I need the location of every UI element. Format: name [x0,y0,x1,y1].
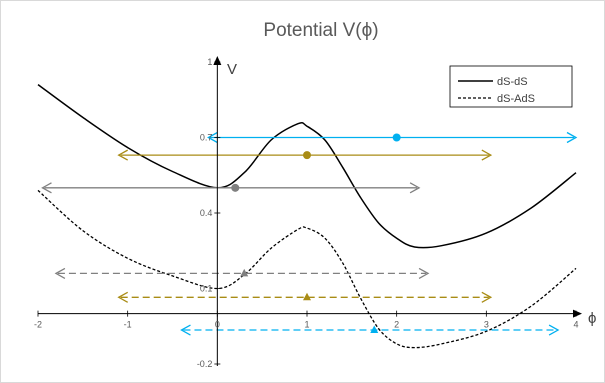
series-group [37,83,577,349]
arrowhead-left [207,131,218,144]
tunneling-lines-group [41,131,578,336]
chart-title: Potential V(ϕ) [263,20,378,41]
y-axis-label: V [227,61,237,78]
x-tick-label: -2 [34,320,42,330]
x-tick-label: -1 [124,320,132,330]
marker-triangle [240,268,249,277]
axes-group: -2 -1 0 1 2 3 4 -0.2 0.1 0.4 0.7 1 [34,56,582,369]
arrowhead-right [566,131,578,144]
x-tick-label: 2 [394,320,399,330]
marker-circle [392,133,401,142]
series-line-dS-AdS [37,189,577,349]
arrowhead-right [409,182,421,194]
y-axis-arrowhead [213,56,222,65]
legend-label: dS-dS [497,76,528,88]
legend: dS-dS dS-AdS [449,65,573,108]
arrowhead-right [548,324,560,336]
legend-box [449,65,573,108]
marker-circle [303,151,311,160]
x-tick-label: 0 [215,320,220,330]
arrowhead-left [54,267,66,279]
legend-label: dS-AdS [497,93,535,105]
x-tick-label: 1 [304,320,309,330]
x-axis-label: ϕ [588,310,596,327]
marker-circle [231,183,240,192]
arrowhead-left [117,149,129,161]
marker-triangle [370,325,379,334]
y-tick-label: -0.2 [197,359,213,369]
arrowhead-left [41,182,52,194]
y-tick-label: 0.1 [200,284,213,294]
arrowhead-right [481,149,493,161]
x-tick-label: 3 [484,320,489,330]
arrowhead-left [117,291,129,303]
arrowhead-right [418,267,430,279]
y-tick-label: 0.4 [200,208,213,218]
arrowhead-left [180,324,191,336]
series-line-dS-dS [37,83,577,249]
x-tick-label: 4 [573,320,578,330]
y-tick-label: 0.7 [200,133,213,143]
y-tick-label: 1 [207,57,212,67]
x-axis-arrowhead [573,309,582,318]
marker-triangle [303,292,311,301]
arrowhead-right [481,291,493,303]
